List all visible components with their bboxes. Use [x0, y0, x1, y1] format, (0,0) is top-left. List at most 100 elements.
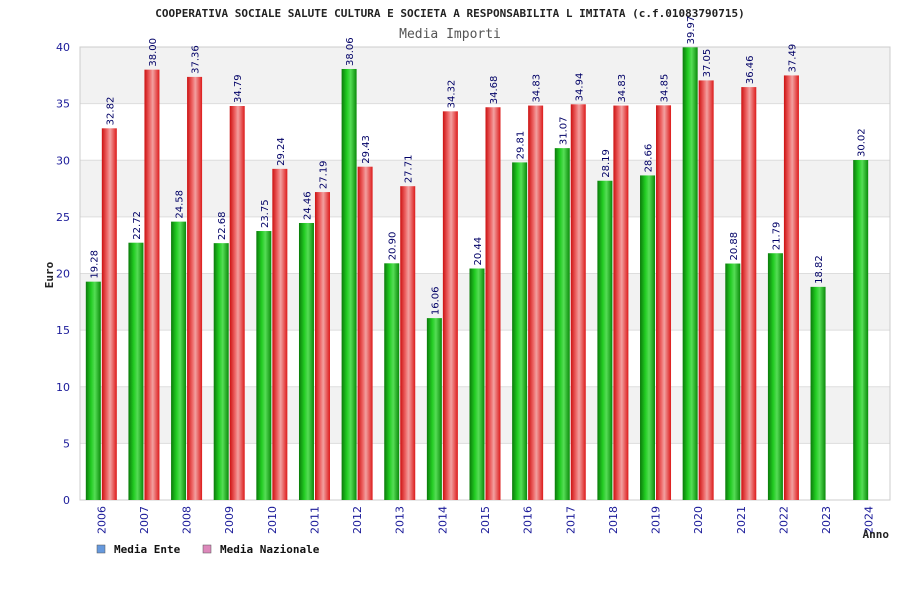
- bar-media-nazionale-2020: [698, 80, 714, 500]
- y-tick-label: 5: [63, 437, 70, 450]
- bar-media-ente-2023: [810, 286, 826, 500]
- bar-media-ente-2024: [853, 160, 869, 500]
- bar-media-ente-2018: [597, 180, 613, 501]
- legend-swatch-media-ente: [96, 544, 106, 554]
- bar-media-nazionale-2008: [187, 76, 203, 500]
- value-label: 20.88: [729, 232, 740, 261]
- bar-media-nazionale-2014: [442, 111, 458, 501]
- x-tick-label: 2008: [181, 506, 194, 534]
- x-tick-label: 2013: [394, 506, 407, 534]
- value-label: 32.82: [105, 97, 116, 126]
- bar-media-ente-2019: [640, 175, 656, 500]
- bar-media-ente-2013: [384, 263, 400, 500]
- value-label: 37.49: [787, 44, 798, 73]
- bar-media-nazionale-2011: [314, 192, 330, 501]
- y-tick-label: 25: [56, 211, 70, 224]
- value-label: 28.66: [644, 144, 655, 173]
- legend-item-media-ente: Media Ente: [96, 543, 181, 556]
- x-axis-label: Anno: [863, 528, 890, 541]
- bar-media-ente-2017: [554, 148, 570, 500]
- x-tick-label: 2024: [863, 506, 876, 534]
- x-tick-label: 2007: [138, 506, 151, 534]
- value-label: 37.05: [702, 49, 713, 78]
- bar-media-nazionale-2012: [357, 166, 373, 500]
- legend-label-media-ente: Media Ente: [114, 543, 181, 556]
- value-label: 34.79: [233, 74, 244, 103]
- value-label: 29.24: [276, 137, 287, 166]
- value-label: 19.28: [89, 250, 100, 279]
- bar-media-ente-2009: [213, 243, 229, 501]
- bar-media-nazionale-2015: [485, 107, 501, 501]
- bar-media-nazionale-2018: [613, 105, 629, 501]
- value-label: 30.02: [857, 128, 868, 157]
- x-tick-label: 2021: [735, 506, 748, 534]
- x-tick-label: 2011: [308, 506, 321, 534]
- value-label: 22.72: [132, 211, 143, 240]
- bar-media-ente-2020: [682, 47, 698, 500]
- bar-media-ente-2007: [128, 242, 144, 501]
- x-tick-label: 2022: [777, 506, 790, 534]
- value-label: 34.68: [489, 76, 500, 105]
- value-label: 38.06: [345, 37, 356, 66]
- bar-media-ente-2006: [85, 281, 101, 500]
- x-tick-label: 2017: [564, 506, 577, 534]
- y-tick-label: 15: [56, 324, 70, 337]
- value-labels: 19.28 32.82 22.72 38.00 24.58 37.36 22.68 34.79…: [89, 16, 867, 315]
- x-tick-label: 2010: [266, 506, 279, 534]
- value-label: 34.32: [446, 80, 457, 109]
- value-label: 24.58: [175, 190, 186, 219]
- bar-media-nazionale-2019: [656, 105, 672, 500]
- chart-subtitle: Media Importi: [399, 27, 501, 42]
- bar-media-ente-2014: [426, 318, 442, 500]
- value-label: 23.75: [260, 199, 271, 228]
- plot-frame: [79, 46, 891, 501]
- value-label: 18.82: [814, 255, 825, 284]
- bar-media-ente-2016: [512, 162, 528, 501]
- x-tick-label: 2012: [351, 506, 364, 534]
- bar-media-ente-2011: [298, 222, 314, 501]
- y-axis-ticks: 0 5 10 15 20 25 30 35 40: [56, 41, 70, 507]
- bar-media-ente-2021: [725, 263, 741, 500]
- value-label: 31.07: [558, 116, 569, 145]
- value-label: 34.85: [660, 74, 671, 103]
- bar-media-nazionale-2013: [400, 186, 416, 500]
- x-tick-label: 2015: [479, 506, 492, 534]
- y-tick-label: 20: [56, 268, 70, 281]
- bar-media-ente-2010: [256, 231, 272, 500]
- value-label: 27.71: [404, 155, 415, 184]
- bar-media-nazionale-2016: [528, 105, 544, 501]
- legend: Media Ente Media Nazionale: [96, 543, 320, 556]
- value-label: 39.97: [686, 16, 697, 45]
- x-tick-label: 2020: [692, 506, 705, 534]
- bar-media-nazionale-2017: [570, 104, 586, 500]
- y-axis-label: Euro: [43, 261, 56, 288]
- y-tick-label: 35: [56, 98, 70, 111]
- legend-item-media-nazionale: Media Nazionale: [202, 543, 320, 556]
- bar-media-nazionale-2009: [229, 106, 245, 501]
- bar-media-nazionale-2006: [101, 128, 117, 500]
- x-tick-label: 2018: [607, 506, 620, 534]
- x-tick-label: 2009: [223, 506, 236, 534]
- value-label: 36.46: [745, 55, 756, 84]
- bar-media-ente-2022: [767, 253, 783, 500]
- value-label: 29.43: [361, 135, 372, 164]
- legend-swatch-media-nazionale: [202, 544, 212, 554]
- bar-media-nazionale-2021: [741, 87, 757, 500]
- bar-media-nazionale-2022: [783, 75, 799, 500]
- bar-media-ente-2012: [341, 68, 357, 501]
- chart-title: COOPERATIVA SOCIALE SALUTE CULTURA E SOC…: [155, 7, 744, 20]
- value-label: 20.44: [473, 237, 484, 266]
- value-label: 34.83: [617, 74, 628, 103]
- value-label: 28.19: [601, 149, 612, 178]
- legend-label-media-nazionale: Media Nazionale: [220, 543, 320, 556]
- x-tick-label: 2019: [650, 506, 663, 534]
- bar-media-nazionale-2010: [272, 168, 288, 500]
- y-tick-label: 40: [56, 41, 70, 54]
- value-label: 24.46: [302, 191, 313, 220]
- value-label: 27.19: [318, 160, 329, 189]
- y-tick-label: 10: [56, 381, 70, 394]
- bar-media-ente-2015: [469, 268, 485, 500]
- x-tick-label: 2014: [436, 506, 449, 534]
- x-tick-label: 2006: [95, 506, 108, 534]
